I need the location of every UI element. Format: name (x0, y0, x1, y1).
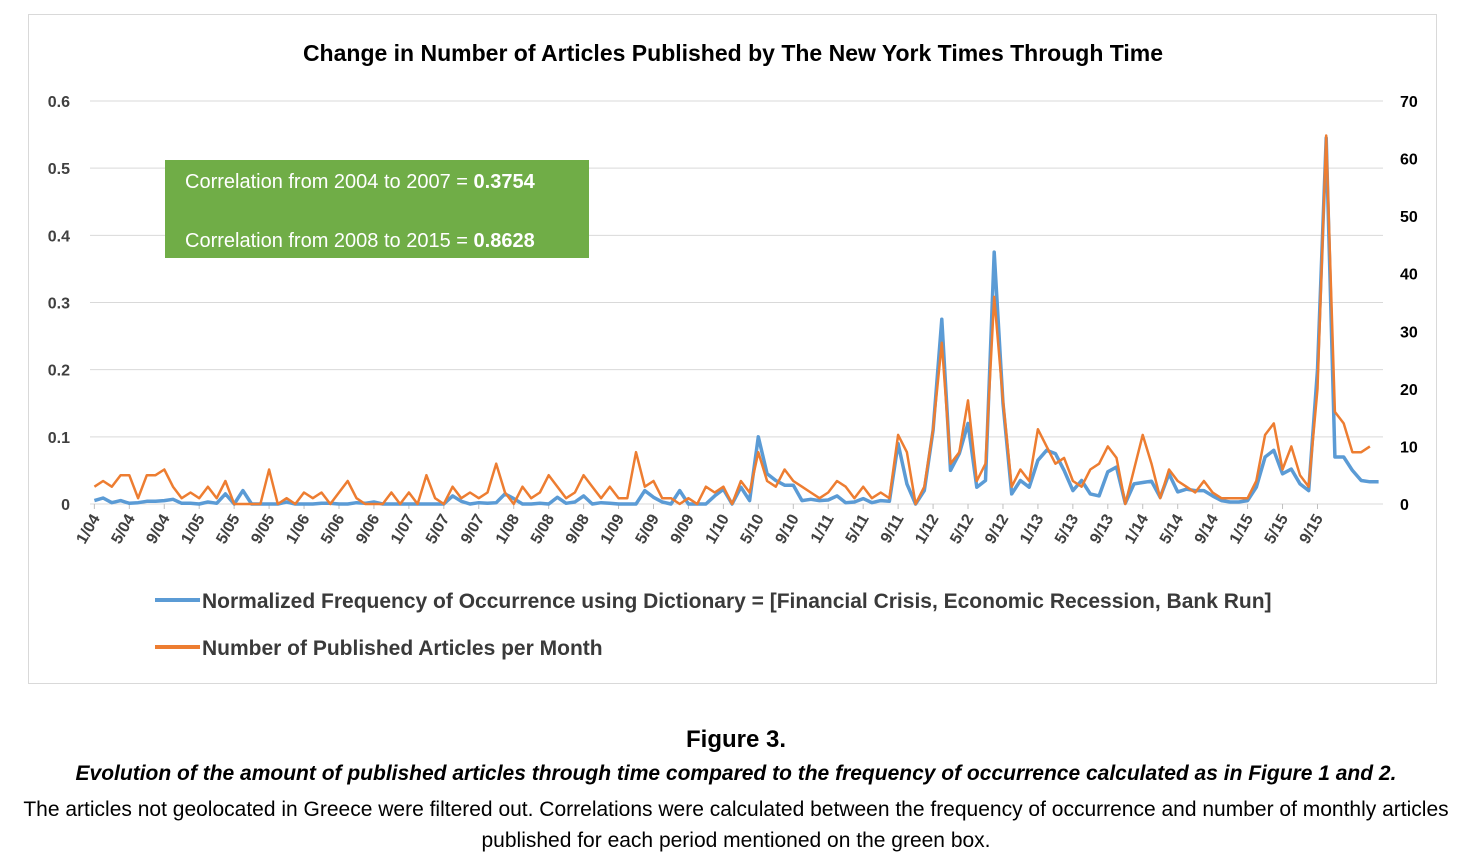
right-y-axis: 0 10 20 30 40 50 60 70 (1400, 94, 1418, 514)
annotation-background (165, 160, 589, 258)
annotation-line-1: Correlation from 2004 to 2007 = 0.3754 (185, 171, 536, 193)
right-y-tick-label: 30 (1400, 324, 1418, 341)
chart-frame (28, 14, 1437, 684)
x-axis: 1/04 5/04 9/04 1/05 5/05 9/05 1/06 5/06 9/06 1/07… (74, 503, 1383, 547)
annotation-line-1-value: 0.3754 (474, 171, 536, 193)
x-tick-label: 1/12 (912, 511, 942, 547)
annotation-line-2-text: Correlation from 2008 to 2015 = (185, 230, 474, 252)
x-tick-label: 9/04 (143, 511, 173, 547)
correlation-annotation: Correlation from 2004 to 2007 = 0.3754 C… (165, 160, 589, 258)
x-tick-label: 5/05 (213, 511, 243, 547)
chart-title: Change in Number of Articles Published b… (303, 40, 1163, 66)
x-tick-label: 9/11 (878, 511, 908, 546)
left-y-tick-label: 0.6 (48, 94, 70, 111)
x-tick-label: 1/07 (388, 511, 418, 547)
x-tick-label: 9/07 (458, 511, 488, 547)
x-tick-label: 5/13 (1052, 511, 1082, 547)
x-tick-label: 1/10 (703, 511, 733, 547)
x-tick-label: 5/08 (528, 511, 558, 547)
x-tick-label: 1/14 (1122, 511, 1152, 547)
legend-label-articles: Number of Published Articles per Month (202, 637, 603, 660)
left-y-tick-label: 0.3 (48, 296, 70, 313)
x-tick-label: 9/09 (668, 511, 698, 547)
x-tick-label: 9/13 (1087, 511, 1117, 547)
left-y-tick-label: 0.2 (48, 363, 70, 380)
right-y-tick-label: 50 (1400, 209, 1418, 226)
x-tick-label: 5/09 (633, 511, 663, 547)
right-y-tick-label: 60 (1400, 152, 1418, 169)
x-tick-label: 9/08 (563, 511, 593, 547)
x-tick-label: 5/14 (1157, 511, 1187, 547)
series-line-articles (93, 134, 1371, 506)
x-tick-label: 5/12 (947, 511, 977, 547)
right-y-tick-label: 70 (1400, 94, 1418, 111)
left-y-axis: 0 0.1 0.2 0.3 0.4 0.5 0.6 (48, 94, 70, 514)
right-y-tick-label: 0 (1400, 497, 1409, 514)
x-tick-label: 5/07 (423, 511, 453, 547)
x-tick-label: 5/15 (1262, 511, 1292, 547)
left-y-tick-label: 0.4 (48, 228, 70, 245)
x-tick-label: 9/15 (1297, 511, 1327, 547)
x-tick-label: 5/10 (738, 511, 768, 547)
right-y-tick-label: 20 (1400, 382, 1418, 399)
x-tick-label: 9/12 (982, 511, 1012, 547)
annotation-line-2-value: 0.8628 (474, 230, 535, 252)
x-tick-label: 5/11 (843, 511, 873, 546)
figure-label: Figure 3. (685, 726, 787, 753)
series-layer (93, 134, 1379, 506)
line-chart: Change in Number of Articles Published b… (48, 40, 1418, 660)
figure-description: The articles not geolocated in Greece we… (23, 798, 1449, 852)
left-y-tick-label: 0 (61, 497, 70, 514)
x-tick-label: 9/10 (772, 511, 802, 547)
annotation-line-2: Correlation from 2008 to 2015 = 0.8628 (185, 230, 535, 252)
x-tick-label: 1/08 (493, 511, 523, 547)
x-tick-label: 1/04 (74, 511, 104, 547)
x-tick-label: 5/04 (108, 511, 138, 547)
legend-label-frequency: Normalized Frequency of Occurrence using… (202, 590, 1272, 613)
x-tick-label: 1/15 (1227, 511, 1257, 547)
right-y-tick-label: 40 (1400, 267, 1418, 284)
left-y-tick-label: 0.1 (48, 430, 70, 447)
legend: Normalized Frequency of Occurrence using… (155, 590, 1272, 660)
x-tick-label: 5/06 (318, 511, 348, 547)
x-tick-label: 9/14 (1192, 511, 1222, 547)
x-tick-label: 1/06 (283, 511, 313, 547)
left-y-tick-label: 0.5 (48, 161, 70, 178)
x-tick-label: 9/06 (353, 511, 383, 547)
x-tick-label: 1/05 (178, 511, 208, 547)
x-tick-label: 1/09 (598, 511, 628, 547)
annotation-line-1-text: Correlation from 2004 to 2007 = (185, 171, 474, 193)
figure-subtitle: Evolution of the amount of published art… (75, 762, 1397, 785)
x-tick-label: 1/11 (808, 511, 838, 546)
x-tick-label: 1/13 (1017, 511, 1047, 547)
right-y-tick-label: 10 (1400, 439, 1418, 456)
x-tick-label: 9/05 (248, 511, 278, 547)
